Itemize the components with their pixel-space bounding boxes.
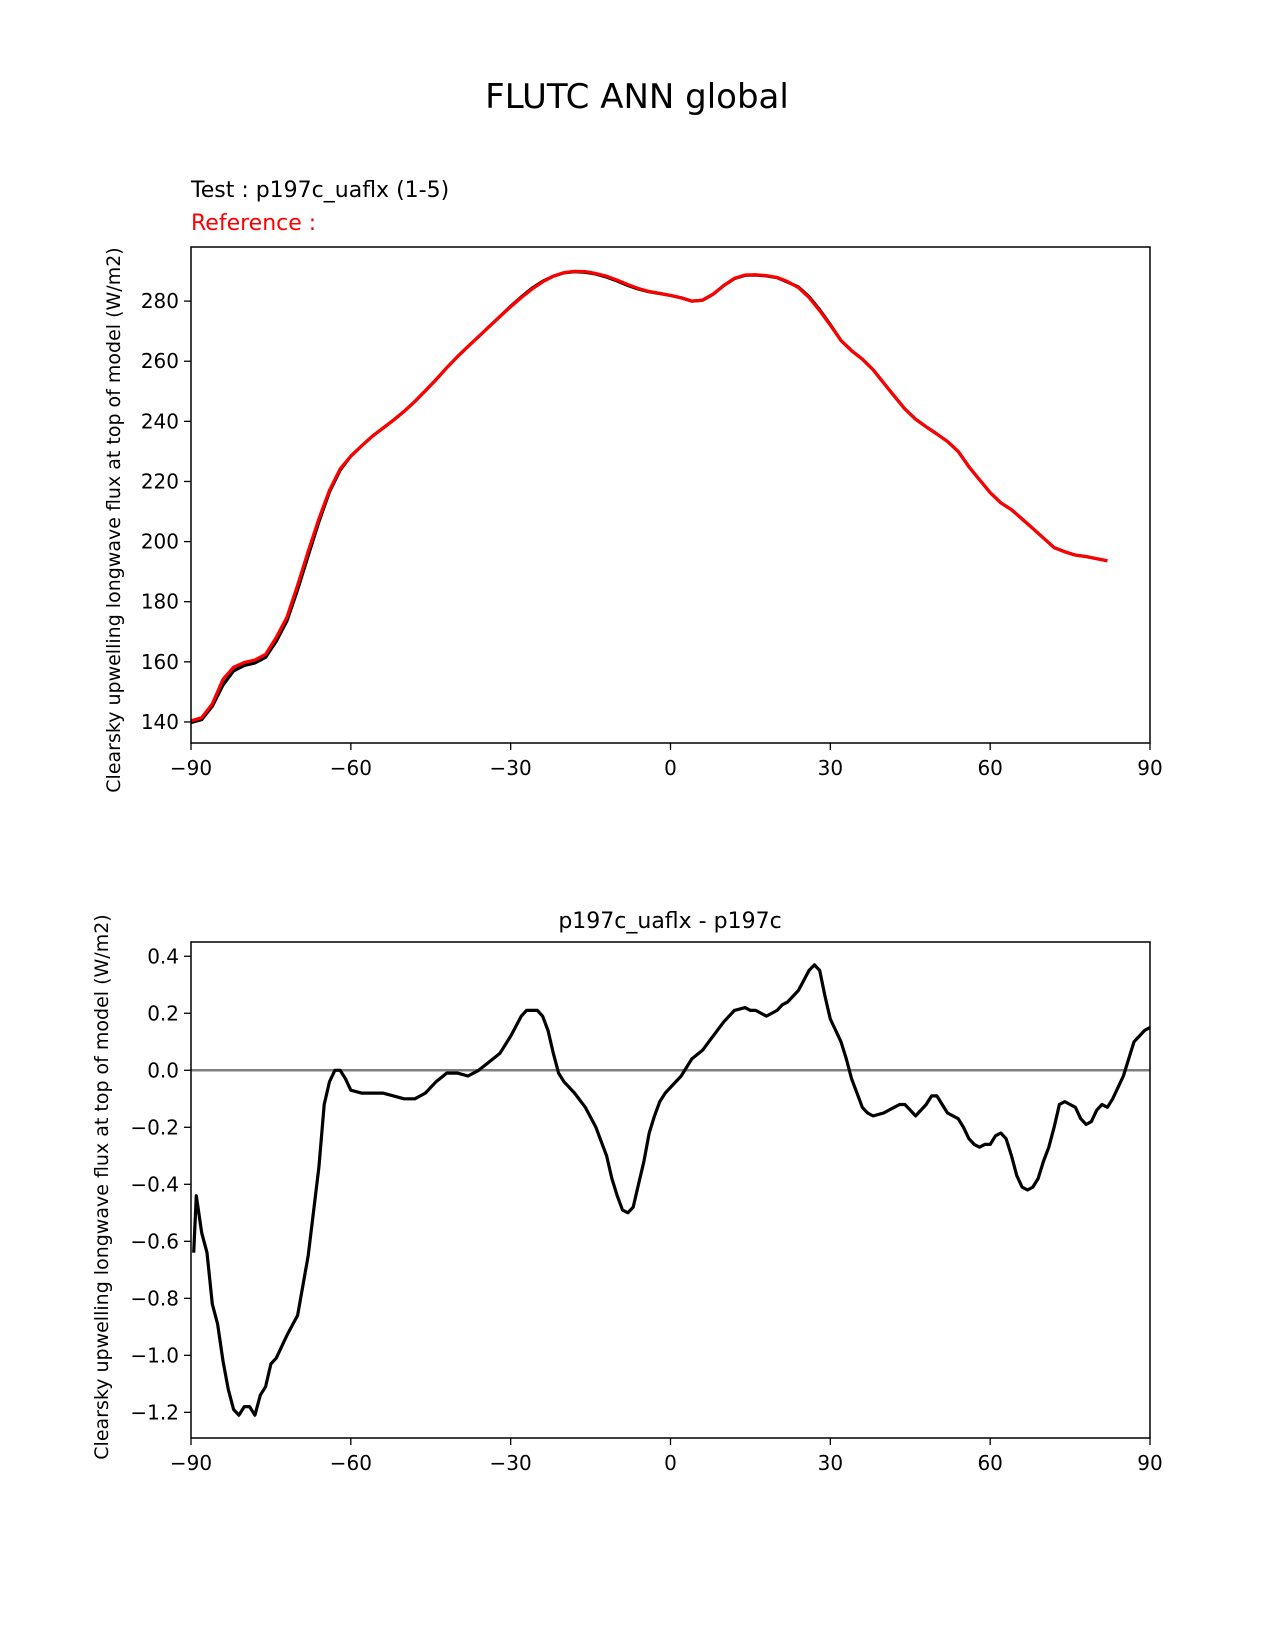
reference-label: Reference : <box>191 211 316 236</box>
y-tick-label: 0.4 <box>147 944 179 968</box>
x-tick-label: −30 <box>490 756 532 780</box>
y-tick-label: 160 <box>141 650 179 674</box>
x-tick-label: −60 <box>330 756 372 780</box>
series-line-difference <box>192 963 1151 1417</box>
top-plot-frame <box>190 246 1151 744</box>
x-tick-label: 60 <box>977 756 1002 780</box>
y-tick-label: −1.0 <box>130 1343 179 1367</box>
x-tick-label: 30 <box>818 756 843 780</box>
y-tick-label: 240 <box>141 409 179 433</box>
y-tick-label: 140 <box>141 710 179 734</box>
y-tick-label: −1.2 <box>130 1400 179 1424</box>
y-tick-label: 220 <box>141 469 179 493</box>
bottom-plot-frame <box>190 941 1151 1439</box>
y-tick-label: 280 <box>141 289 179 313</box>
x-tick-label: 0 <box>664 1451 677 1475</box>
x-tick-label: 30 <box>818 1451 843 1475</box>
bottom-title: p197c_uaflx - p197c <box>558 909 781 934</box>
x-tick-label: −60 <box>330 1451 372 1475</box>
figure-title: FLUTC ANN global <box>485 77 789 117</box>
top-y-ticks: 140 160 180 200 220 240 260 280 <box>141 289 191 734</box>
bottom-x-ticks: −90 −60 −30 0 30 60 90 <box>170 1438 1163 1475</box>
top-y-axis-label: Clearsky upwelling longwave flux at top … <box>103 247 125 792</box>
y-tick-label: 0.2 <box>147 1001 179 1025</box>
series-line-reference <box>190 269 1108 723</box>
bottom-y-ticks: −1.2 −1.0 −0.8 −0.6 −0.4 −0.2 0.0 0.2 0.4 <box>130 944 191 1424</box>
x-tick-label: 0 <box>664 756 677 780</box>
y-tick-label: 0.0 <box>147 1058 179 1082</box>
y-tick-label: 260 <box>141 349 179 373</box>
top-panel: Test : p197c_uaflx (1-5) Reference : Cle… <box>103 178 1163 793</box>
x-tick-label: −90 <box>170 756 212 780</box>
y-tick-label: 180 <box>141 590 179 614</box>
x-tick-label: 90 <box>1137 1451 1162 1475</box>
bottom-y-axis-label: Clearsky upwelling longwave flux at top … <box>91 914 113 1459</box>
x-tick-label: −90 <box>170 1451 212 1475</box>
test-label: Test : p197c_uaflx (1-5) <box>190 178 449 203</box>
x-tick-label: 60 <box>977 1451 1002 1475</box>
y-tick-label: −0.8 <box>130 1286 179 1310</box>
bottom-series <box>191 963 1151 1417</box>
x-tick-label: 90 <box>1137 756 1162 780</box>
y-tick-label: −0.4 <box>130 1172 179 1196</box>
y-tick-label: −0.2 <box>130 1115 179 1139</box>
top-x-ticks: −90 −60 −30 0 30 60 90 <box>170 743 1163 780</box>
x-tick-label: −30 <box>490 1451 532 1475</box>
y-tick-label: −0.6 <box>130 1229 179 1253</box>
bottom-panel: p197c_uaflx - p197c Clearsky upwelling l… <box>91 909 1163 1475</box>
top-series <box>190 269 1108 725</box>
y-tick-label: 200 <box>141 530 179 554</box>
